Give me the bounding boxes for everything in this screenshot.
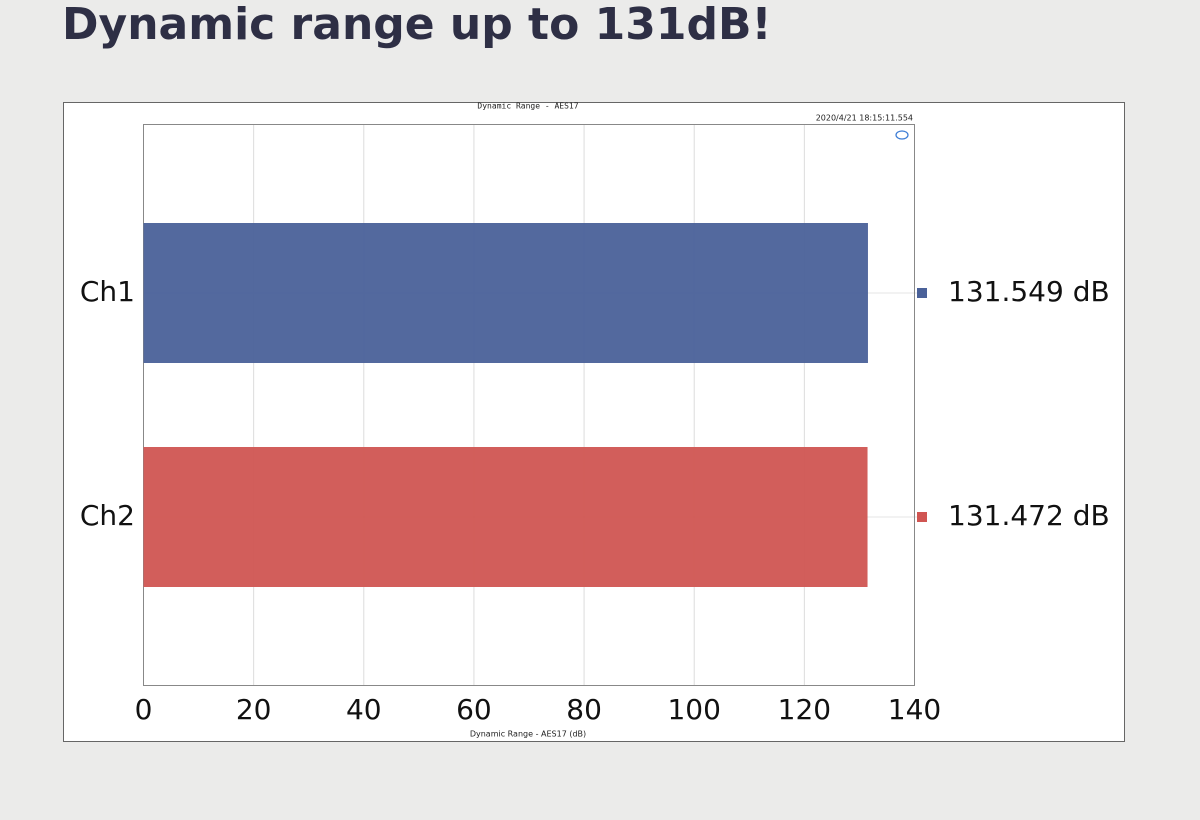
y-tick-label: Ch2 xyxy=(80,499,135,532)
chart-title: Dynamic Range - AES17 xyxy=(477,102,578,111)
timestamp: 2020/4/21 18:15:11.554 xyxy=(816,114,913,123)
x-tick-label: 140 xyxy=(888,693,941,726)
x-tick-label: 40 xyxy=(346,693,382,726)
value-label: 131.472 dB xyxy=(948,499,1110,532)
x-axis-label: Dynamic Range - AES17 (dB) xyxy=(470,730,586,739)
x-tick-label: 20 xyxy=(236,693,272,726)
legend-marker xyxy=(917,512,927,522)
chart-frame xyxy=(63,102,1125,742)
x-tick-label: 0 xyxy=(135,693,153,726)
ap-logo xyxy=(895,130,909,140)
plot-frame xyxy=(143,124,915,686)
value-label: 131.549 dB xyxy=(948,275,1110,308)
x-tick-label: 100 xyxy=(667,693,720,726)
x-tick-label: 60 xyxy=(456,693,492,726)
headline: Dynamic range up to 131dB! xyxy=(62,0,772,50)
legend-marker xyxy=(917,288,927,298)
x-tick-label: 80 xyxy=(566,693,602,726)
y-tick-label: Ch1 xyxy=(80,275,135,308)
bar xyxy=(143,447,868,587)
bar xyxy=(143,223,868,363)
x-tick-label: 120 xyxy=(778,693,831,726)
